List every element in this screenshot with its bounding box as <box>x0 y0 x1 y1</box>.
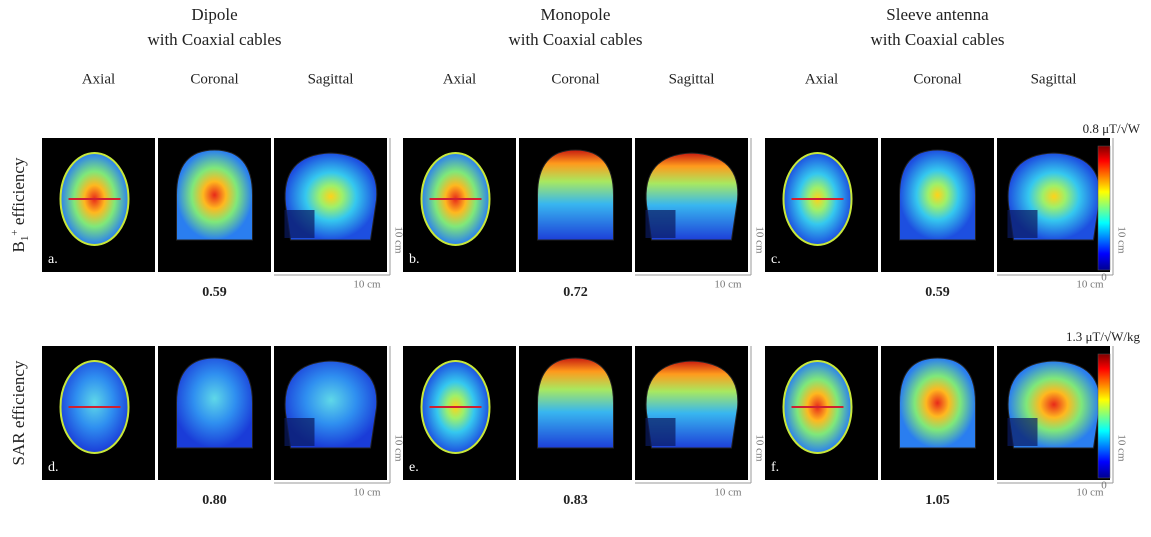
efficiency-value: 0.59 <box>925 285 950 300</box>
sagittal-dark <box>284 210 315 238</box>
view-label: Axial <box>82 71 115 87</box>
colorbar-max: 0.8 μT/√W <box>1083 121 1141 136</box>
column-subtitle: with Coaxial cables <box>147 30 281 49</box>
colorbar <box>1097 353 1111 479</box>
row-label-part: 1 <box>19 236 31 242</box>
sagittal-dark <box>1007 210 1038 238</box>
panel-letter: f. <box>771 460 779 475</box>
efficiency-value: 0.72 <box>563 285 588 300</box>
sagittal-dark <box>284 418 315 446</box>
colorbar <box>1097 145 1111 271</box>
coronal-head <box>176 357 253 449</box>
panel-letter: e. <box>409 460 419 475</box>
scale-label: 10 cm <box>753 434 765 462</box>
coronal-head <box>899 357 976 449</box>
scale-label: 10 cm <box>353 487 381 499</box>
scale-label: 10 cm <box>1115 434 1127 462</box>
colorbar-min: 0 <box>1101 272 1107 284</box>
row-label-part: SAR efficiency <box>9 360 28 465</box>
panel-letter: c. <box>771 252 781 267</box>
scale-label: 10 cm <box>1076 279 1104 291</box>
scale-label: 10 cm <box>714 487 742 499</box>
scale-label: 10 cm <box>1115 226 1127 254</box>
view-label: Coronal <box>190 71 238 87</box>
row-label-part: + <box>9 229 21 235</box>
coronal-head <box>537 149 614 241</box>
coronal-head <box>176 149 253 241</box>
coronal-head <box>899 149 976 241</box>
view-label: Coronal <box>913 71 961 87</box>
panel-letter: a. <box>48 252 58 267</box>
sagittal-dark <box>645 210 676 238</box>
view-label: Coronal <box>551 71 599 87</box>
scale-label: 10 cm <box>392 434 404 462</box>
column-title: Dipole <box>191 5 237 24</box>
row-label: SAR efficiency <box>9 360 28 465</box>
scale-label: 10 cm <box>753 226 765 254</box>
column-subtitle: with Coaxial cables <box>870 30 1004 49</box>
efficiency-value: 1.05 <box>925 493 950 508</box>
panel-letter: b. <box>409 252 420 267</box>
scale-label: 10 cm <box>353 279 381 291</box>
efficiency-value: 0.80 <box>202 493 227 508</box>
column-title: Sleeve antenna <box>886 5 989 24</box>
sagittal-dark <box>1007 418 1038 446</box>
scale-label: 10 cm <box>1076 487 1104 499</box>
colorbar-min: 0 <box>1101 480 1107 492</box>
row-label: B1+ efficiency <box>9 157 31 252</box>
view-label: Sagittal <box>669 71 715 87</box>
view-label: Axial <box>443 71 476 87</box>
column-title: Monopole <box>541 5 611 24</box>
scale-label: 10 cm <box>392 226 404 254</box>
view-label: Axial <box>805 71 838 87</box>
coronal-head <box>537 357 614 449</box>
colorbar-max: 1.3 μT/√W/kg <box>1066 329 1141 344</box>
column-subtitle: with Coaxial cables <box>508 30 642 49</box>
row-label-part: efficiency <box>9 157 28 229</box>
panel-letter: d. <box>48 460 59 475</box>
sagittal-dark <box>645 418 676 446</box>
efficiency-value: 0.59 <box>202 285 227 300</box>
row-label-part: B <box>9 241 28 252</box>
efficiency-value: 0.83 <box>563 493 588 508</box>
view-label: Sagittal <box>308 71 354 87</box>
view-label: Sagittal <box>1031 71 1077 87</box>
scale-label: 10 cm <box>714 279 742 291</box>
